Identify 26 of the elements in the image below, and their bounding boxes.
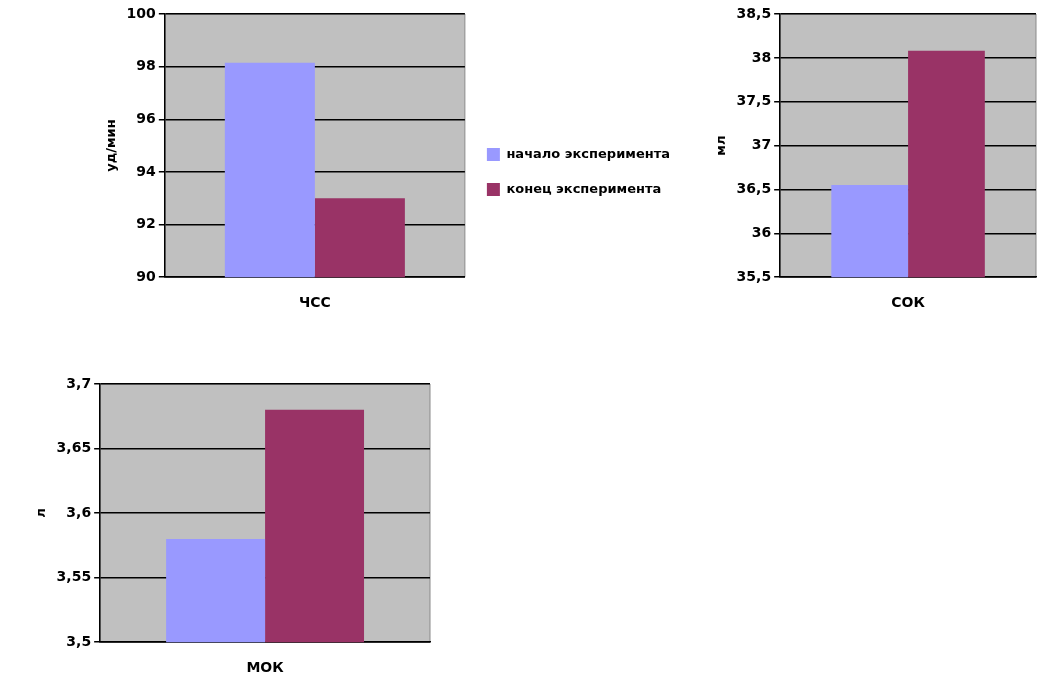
legend-label: конец эксперимента	[506, 180, 662, 196]
y-tick-label: 36	[751, 223, 772, 240]
y-tick-label: 3,65	[56, 439, 92, 456]
y-tick-label: 36,5	[736, 180, 772, 197]
y-axis-title: уд/мин	[103, 119, 119, 172]
y-tick-label: 3,5	[66, 632, 92, 649]
y-tick-label: 98	[136, 57, 156, 74]
y-tick-label: 3,6	[66, 503, 92, 520]
y-axis-title: л	[33, 508, 49, 518]
y-tick-label: 92	[136, 215, 156, 232]
y-tick-label: 38,5	[736, 4, 772, 21]
y-tick-label: 3,7	[66, 374, 92, 391]
y-tick-label: 100	[126, 4, 157, 21]
y-tick-label: 90	[136, 267, 157, 284]
x-tick-label: СОК	[891, 294, 926, 311]
x-tick-label: ЧСС	[298, 294, 331, 311]
y-tick-label: 38	[751, 48, 772, 65]
y-tick-label: 3,55	[56, 568, 92, 585]
legend-label: начало эксперимента	[506, 145, 671, 161]
y-tick-label: 37	[751, 136, 772, 153]
y-tick-label: 35,5	[736, 267, 772, 284]
y-tick-label: 37,5	[736, 92, 772, 109]
x-tick-label: МОК	[246, 659, 285, 676]
y-tick-label: 94	[136, 162, 157, 179]
y-tick-label: 96	[136, 109, 156, 126]
y-axis-title: мл	[713, 135, 729, 156]
